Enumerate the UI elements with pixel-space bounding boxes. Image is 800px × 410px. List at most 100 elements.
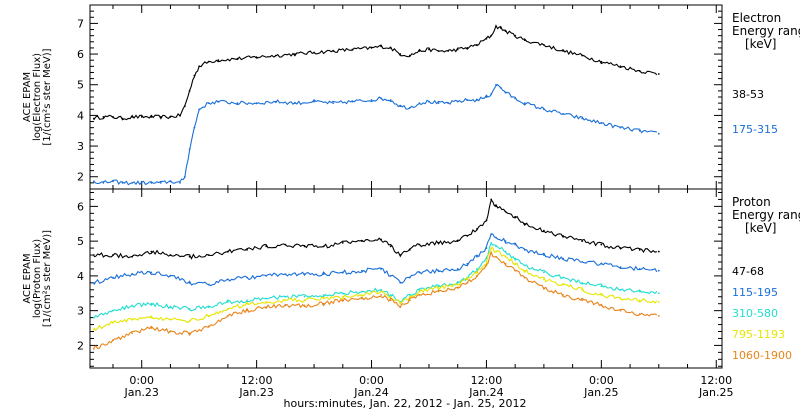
data-point — [236, 102, 239, 105]
data-point — [207, 306, 210, 309]
data-point — [542, 43, 545, 46]
data-point — [504, 255, 507, 258]
data-point — [638, 290, 641, 293]
data-point — [92, 254, 95, 256]
data-point — [284, 299, 287, 302]
data-point — [447, 50, 450, 52]
data-point — [490, 247, 493, 249]
x-tick-date: Jan.23 — [238, 386, 273, 399]
data-point — [102, 116, 105, 118]
data-point — [112, 339, 114, 342]
data-point — [418, 50, 421, 52]
data-point — [207, 314, 210, 317]
data-point — [490, 34, 493, 37]
data-point — [600, 294, 603, 296]
data-point — [169, 180, 172, 183]
x-axis: 0:00Jan.2312:00Jan.230:00Jan.2412:00Jan.… — [112, 5, 733, 399]
data-point — [226, 250, 229, 253]
y-tick-label: 4 — [77, 270, 84, 283]
data-point — [380, 238, 383, 241]
data-point — [600, 285, 603, 288]
data-point — [418, 288, 421, 291]
data-point — [188, 89, 191, 92]
data-point — [504, 210, 507, 213]
legend-entry: 795-1193 — [732, 328, 785, 341]
data-point — [399, 254, 402, 256]
data-point — [169, 274, 172, 277]
data-point — [504, 91, 507, 94]
data-point — [408, 248, 411, 251]
data-point — [169, 116, 172, 118]
data-point — [456, 240, 459, 243]
data-point — [399, 53, 402, 55]
data-point — [226, 301, 229, 303]
data-point — [418, 271, 421, 274]
legend-entry: 38-53 — [732, 88, 764, 101]
data-point — [523, 264, 526, 267]
data-point — [490, 241, 493, 244]
data-point — [246, 302, 248, 305]
data-point — [341, 295, 344, 298]
data-point — [179, 181, 181, 184]
data-point — [361, 269, 363, 272]
data-point — [322, 294, 325, 296]
data-point — [514, 215, 517, 218]
series-1060-1900 — [92, 250, 660, 350]
data-point — [499, 27, 502, 29]
series-175-315 — [92, 83, 660, 186]
data-point — [150, 250, 153, 253]
data-point — [514, 243, 517, 246]
data-point — [504, 250, 507, 253]
y-axis-label-line: log(Electron Flux) — [32, 53, 43, 141]
data-point — [284, 304, 287, 307]
data-point — [380, 288, 383, 291]
data-point — [456, 100, 459, 103]
data-point — [112, 254, 114, 256]
data-point — [408, 299, 411, 302]
data-point — [265, 301, 268, 303]
data-point — [246, 309, 248, 312]
data-point — [638, 248, 641, 251]
data-point — [255, 102, 258, 105]
data-point — [657, 292, 660, 295]
legend-entry: 310-580 — [732, 307, 778, 320]
data-point — [456, 268, 459, 270]
data-point — [581, 299, 584, 302]
data-point — [389, 299, 392, 302]
data-point — [341, 241, 344, 244]
data-point — [504, 262, 507, 265]
data-point — [351, 100, 354, 103]
data-point — [207, 102, 210, 105]
data-point — [332, 102, 335, 105]
data-point — [562, 283, 564, 286]
x-tick-time: 12:00 — [241, 374, 273, 387]
data-point — [183, 105, 186, 108]
proton-panel-frame — [89, 188, 723, 369]
legend-title-line: [keV] — [745, 37, 776, 51]
data-point — [475, 228, 478, 230]
data-point — [265, 274, 268, 277]
data-point — [456, 281, 459, 284]
legend-entry: 115-195 — [732, 286, 778, 299]
data-point — [619, 65, 622, 68]
data-point — [490, 233, 493, 236]
data-point — [274, 100, 277, 103]
data-point — [92, 347, 95, 350]
data-point — [466, 99, 469, 101]
data-point — [226, 308, 229, 310]
data-point — [217, 100, 220, 103]
data-point — [542, 254, 545, 256]
data-point — [183, 175, 186, 178]
electron-panel-plot-area — [92, 24, 660, 186]
y-tick-label: 6 — [77, 48, 84, 61]
data-point — [456, 287, 459, 289]
data-point — [523, 222, 526, 225]
data-point — [226, 314, 229, 317]
data-point — [179, 114, 181, 117]
data-point — [188, 148, 191, 151]
data-point — [380, 290, 383, 293]
data-point — [284, 273, 287, 276]
data-point — [284, 295, 287, 298]
data-point — [437, 269, 440, 272]
